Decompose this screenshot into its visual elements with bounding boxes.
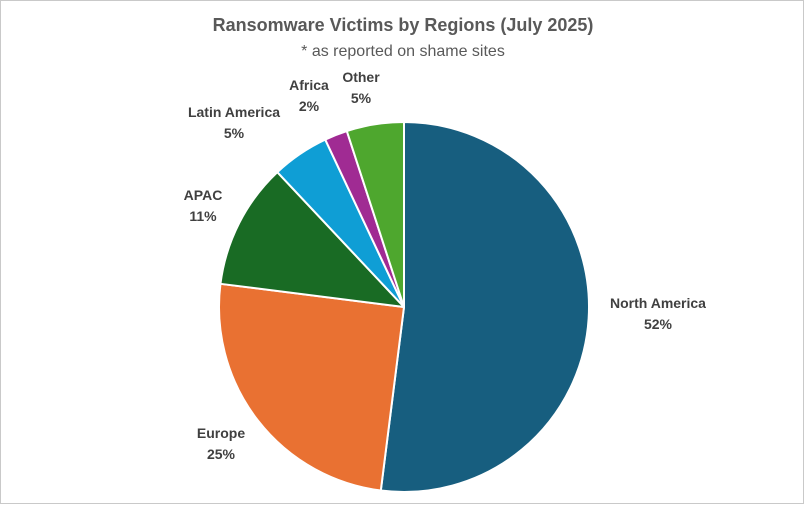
chart-subtitle: * as reported on shame sites: [301, 43, 505, 60]
pie-slice-other: [345, 121, 405, 308]
slice-label-north-america: North America 52%: [610, 295, 706, 332]
slice-label-name: North America: [610, 295, 706, 311]
slice-label-value: 5%: [224, 125, 245, 141]
slice-label-apac: APAC 11%: [184, 187, 223, 224]
slice-label-name: Africa: [289, 77, 329, 93]
pie-slices: [218, 121, 591, 493]
chart-title: Ransomware Victims by Regions (July 2025…: [213, 15, 594, 35]
slice-label-name: APAC: [184, 187, 223, 203]
slice-label-europe: Europe 25%: [197, 425, 245, 462]
slice-label-name: Latin America: [188, 104, 280, 120]
pie-slice-north-america: [379, 121, 591, 493]
pie-slice-apac: [219, 171, 405, 308]
slice-label-value: 2%: [299, 98, 320, 114]
slice-label-latin-america: Latin America 5%: [188, 104, 280, 141]
slice-label-value: 5%: [351, 90, 372, 106]
slice-label-africa: Africa 2%: [289, 77, 329, 114]
slice-label-value: 52%: [644, 316, 673, 332]
slice-label-other: Other 5%: [342, 69, 380, 106]
pie-slice-europe: [218, 282, 405, 492]
slice-labels: North America 52% Europe 25% APAC 11% Latin Am…: [184, 69, 707, 462]
slice-label-value: 25%: [207, 446, 236, 462]
slice-label-value: 11%: [189, 208, 217, 224]
slice-label-name: Europe: [197, 425, 245, 441]
slice-label-name: Other: [342, 69, 380, 85]
